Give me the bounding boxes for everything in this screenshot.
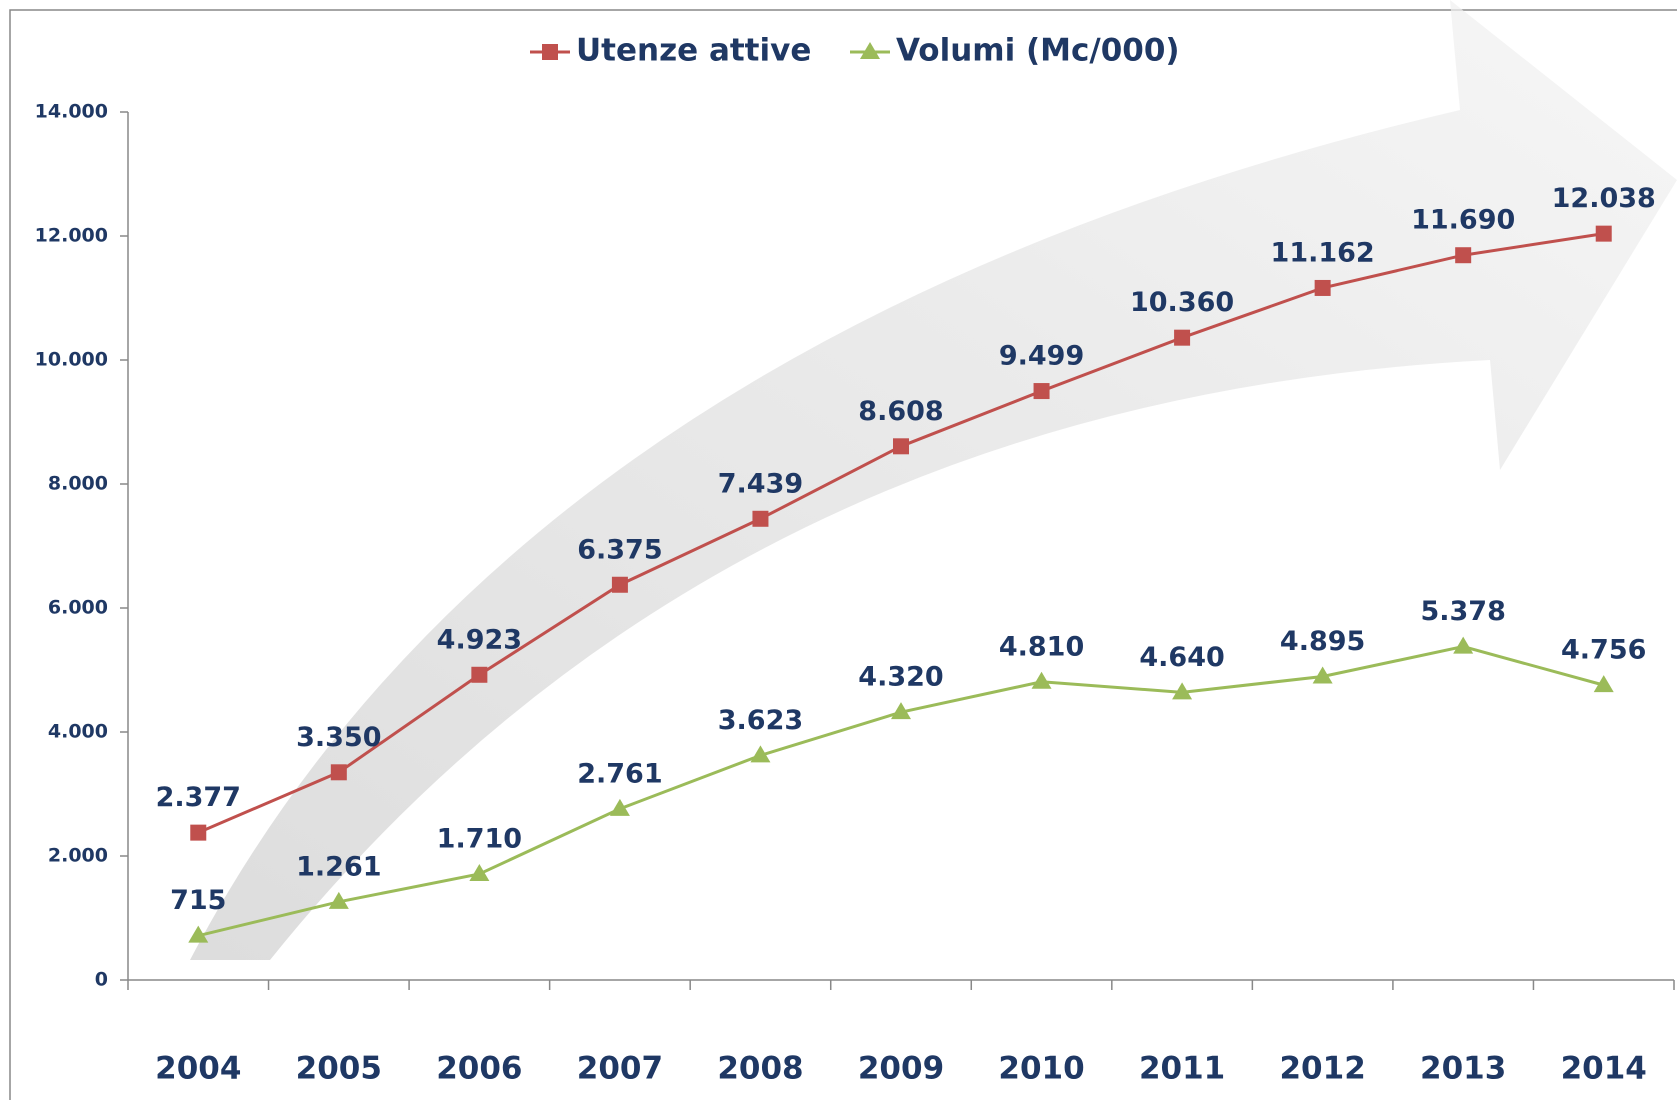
data-point (331, 764, 347, 780)
x-tick-label: 2013 (1420, 1051, 1506, 1087)
legend-marker (542, 44, 558, 60)
data-label: 1.261 (296, 851, 381, 882)
y-tick-label: 10.000 (35, 349, 108, 371)
x-tick-label: 2014 (1561, 1051, 1647, 1087)
x-tick-label: 2010 (998, 1051, 1084, 1087)
data-label: 11.162 (1271, 237, 1375, 268)
data-point (1315, 280, 1331, 296)
x-tick-label: 2011 (1139, 1051, 1225, 1087)
data-point (752, 511, 768, 527)
data-label: 6.375 (577, 534, 662, 565)
data-label: 3.623 (718, 705, 803, 736)
x-tick-label: 2006 (436, 1051, 522, 1087)
data-label: 3.350 (296, 722, 381, 753)
legend-label: Utenze attive (576, 33, 811, 69)
y-tick-label: 4.000 (48, 721, 108, 743)
y-tick-label: 14.000 (35, 101, 108, 123)
legend: Utenze attive Volumi (Mc/000) (530, 33, 1180, 69)
data-point (1596, 226, 1612, 242)
x-tick-label: 2012 (1279, 1051, 1365, 1087)
data-label: 2.761 (577, 758, 662, 789)
data-label: 4.895 (1280, 626, 1365, 657)
y-tick-label: 6.000 (48, 597, 108, 619)
data-label: 4.320 (858, 662, 943, 693)
data-point (1453, 637, 1473, 654)
data-label: 11.690 (1411, 205, 1515, 236)
y-tick-label: 0 (95, 969, 108, 991)
data-point (612, 577, 628, 593)
data-label: 8.608 (858, 396, 943, 427)
y-tick-label: 2.000 (48, 845, 108, 867)
data-point (1032, 672, 1052, 689)
data-label: 5.378 (1420, 596, 1505, 627)
x-tick-label: 2008 (717, 1051, 803, 1087)
x-tick-label: 2004 (155, 1051, 241, 1087)
data-point (1455, 247, 1471, 263)
data-point (190, 825, 206, 841)
data-label: 7.439 (718, 468, 803, 499)
legend-label: Volumi (Mc/000) (896, 33, 1180, 69)
x-tick-label: 2009 (858, 1051, 944, 1087)
data-label: 4.756 (1561, 635, 1646, 666)
chart: Utenze attive Volumi (Mc/000) 0 2.000 4.000… (0, 0, 1677, 1100)
data-label: 4.640 (1139, 642, 1224, 673)
y-tick-label: 12.000 (35, 225, 108, 247)
data-label: 4.923 (437, 624, 522, 655)
data-label: 12.038 (1552, 183, 1656, 214)
y-tick-label: 8.000 (48, 473, 108, 495)
data-point (1034, 383, 1050, 399)
data-point (469, 864, 489, 881)
data-label: 4.810 (999, 631, 1084, 662)
data-label: 2.377 (156, 782, 241, 813)
data-point (1174, 330, 1190, 346)
x-tick-label: 2007 (577, 1051, 663, 1087)
data-label: 9.499 (999, 341, 1084, 372)
data-point (893, 438, 909, 454)
x-tick-label: 2005 (296, 1051, 382, 1087)
data-label: 1.710 (437, 823, 522, 854)
data-label: 715 (170, 885, 226, 916)
growth-arrow (190, 0, 1677, 960)
data-point (471, 667, 487, 683)
data-label: 10.360 (1130, 287, 1234, 318)
